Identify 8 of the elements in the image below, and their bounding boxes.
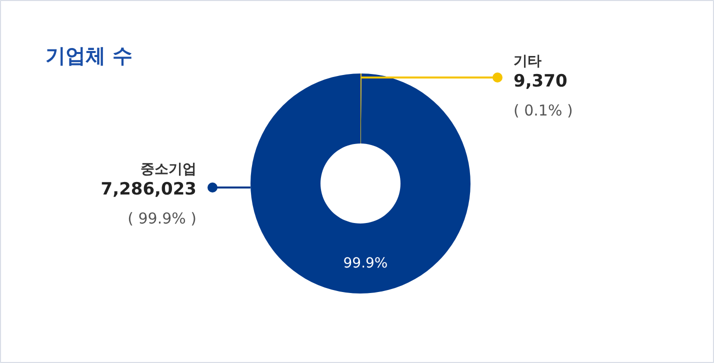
data-label: 9,370: [514, 72, 568, 92]
text: ( 99.9% ): [128, 210, 197, 228]
chart-title: 기업체 수: [46, 44, 132, 68]
data-label: 7,286,023: [100, 180, 196, 200]
text: ( 0.1% ): [514, 102, 573, 120]
text: 99.9%: [343, 256, 388, 272]
slice-label: 기타: [514, 54, 542, 70]
slice-label: 중소기업: [140, 162, 196, 178]
